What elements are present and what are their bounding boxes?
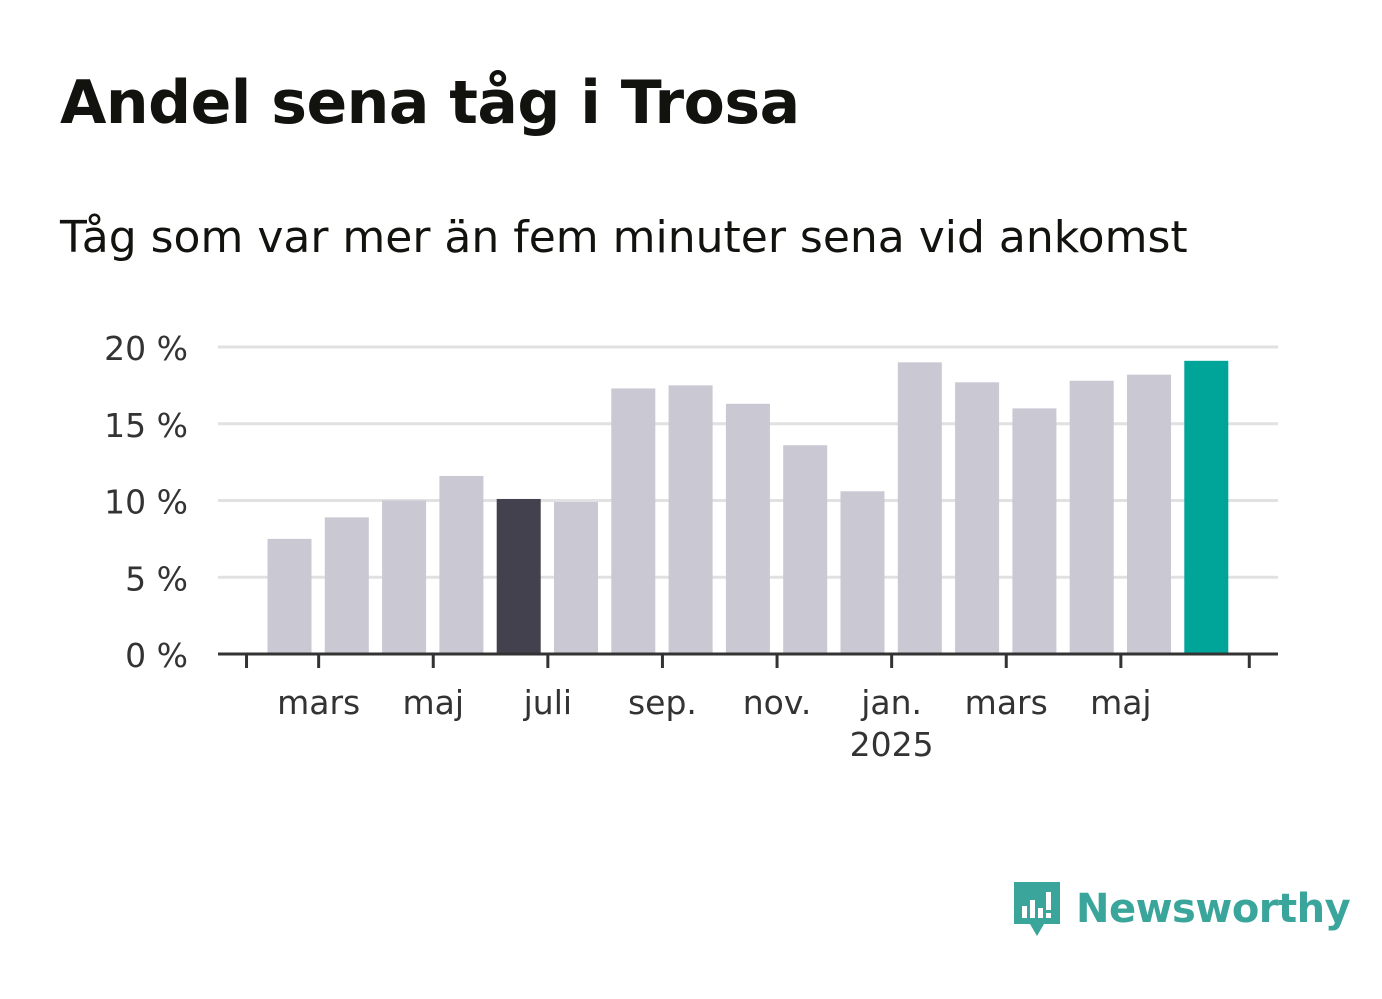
bar [783, 445, 828, 654]
y-tick-label: 15 % [104, 406, 188, 445]
bar [955, 382, 1000, 654]
bar [897, 362, 942, 654]
bar [840, 491, 885, 654]
bar [1012, 408, 1057, 654]
bar [611, 388, 656, 654]
brand-logo: Newsworthy [1010, 878, 1351, 940]
bar [382, 500, 427, 654]
bar [1069, 380, 1114, 654]
bar [267, 538, 312, 654]
x-tick-label: juli [523, 683, 572, 722]
x-tick-label: mars [277, 683, 360, 722]
newsworthy-logo-icon [1014, 882, 1060, 936]
bar [668, 385, 713, 654]
bar [725, 403, 770, 654]
x-tick-label: nov. [743, 683, 812, 722]
bar [554, 502, 598, 654]
x-tick-year-label: 2025 [850, 725, 934, 764]
chart-subtitle: Tåg som var mer än fem minuter sena vid … [60, 212, 1188, 263]
x-tick-label: jan. [860, 683, 922, 722]
bar [324, 517, 369, 654]
x-tick-label: sep. [628, 683, 697, 722]
x-tick-label: maj [1090, 683, 1152, 722]
y-tick-label: 0 % [125, 636, 188, 675]
bar [496, 498, 541, 654]
bar [439, 475, 484, 654]
chart-title: Andel sena tåg i Trosa [60, 68, 800, 138]
x-tick-label: mars [965, 683, 1048, 722]
x-tick-label: maj [402, 683, 464, 722]
bar [1184, 360, 1229, 654]
y-tick-label: 10 % [104, 483, 188, 522]
y-tick-label: 5 % [125, 559, 188, 598]
bar [1127, 374, 1171, 654]
y-tick-label: 20 % [104, 329, 188, 368]
brand-name: Newsworthy [1076, 886, 1351, 932]
